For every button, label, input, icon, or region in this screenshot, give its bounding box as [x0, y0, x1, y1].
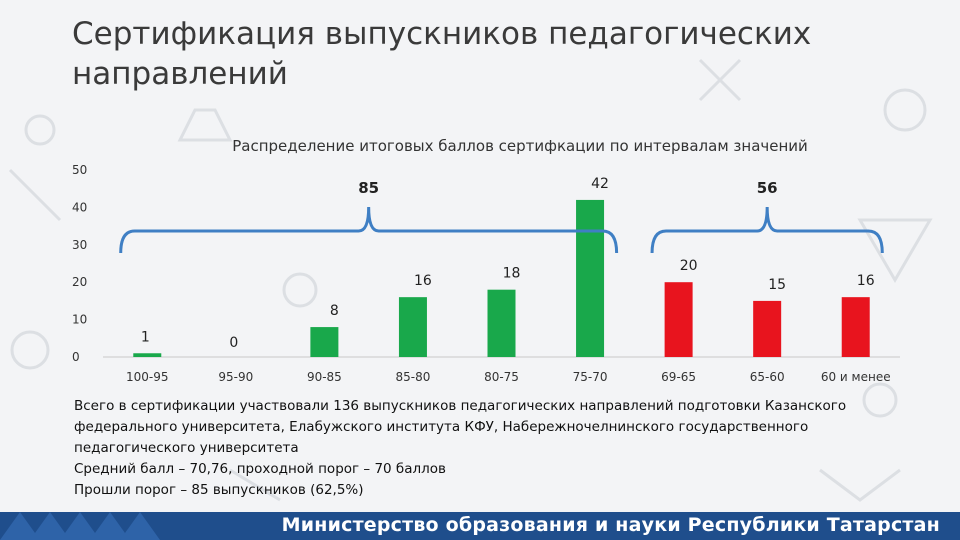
footer-bar: Министерство образования и науки Республ… [0, 512, 960, 540]
bar-chart: Распределение итоговых баллов сертифкаци… [72, 137, 900, 384]
notes-line-passed: Прошли порог – 85 выпускников (62,5%) [74, 482, 364, 498]
data-label: 1 [141, 329, 150, 345]
data-label: 18 [503, 266, 521, 282]
x-tick-label: 90-85 [307, 370, 342, 384]
bar [576, 199, 605, 357]
x-tick-label: 69-65 [661, 370, 696, 384]
y-tick-label: 20 [72, 275, 87, 289]
data-label: 20 [680, 258, 698, 274]
bar [133, 353, 162, 357]
chart-title: Распределение итоговых баллов сертифкаци… [232, 137, 808, 155]
x-tick-label: 65-60 [750, 370, 785, 384]
y-tick-label: 10 [72, 313, 87, 327]
notes-line-average: Средний балл – 70,76, проходной порог – … [74, 461, 446, 477]
x-tick-label: 95-90 [218, 370, 253, 384]
data-label: 0 [229, 335, 238, 351]
bar [487, 289, 516, 357]
bar [398, 297, 427, 357]
footer-pattern [0, 512, 160, 540]
bar [664, 282, 693, 357]
y-tick-label: 40 [72, 200, 87, 214]
footer-ministry-name: Министерство образования и науки Республ… [281, 514, 940, 536]
x-tick-label: 85-80 [396, 370, 431, 384]
x-tick-label: 60 и менее [821, 370, 891, 384]
x-tick-label: 100-95 [126, 370, 169, 384]
x-tick-label: 80-75 [484, 370, 519, 384]
data-label: 42 [591, 176, 609, 192]
data-label: 16 [857, 273, 875, 289]
bar [310, 327, 339, 357]
notes-line-participants: Всего в сертификации участвовали 136 вып… [74, 398, 847, 456]
bar [753, 300, 782, 357]
data-label: 15 [768, 277, 786, 293]
page-title: Сертификация выпускников педагогических … [72, 16, 812, 92]
bar [841, 297, 870, 357]
group-label: 56 [757, 179, 778, 197]
group-bracket [650, 206, 884, 254]
group-label: 85 [358, 179, 379, 197]
x-tick-label: 75-70 [573, 370, 608, 384]
y-tick-label: 0 [72, 350, 80, 364]
y-tick-label: 50 [72, 163, 87, 177]
y-tick-label: 30 [72, 238, 87, 252]
group-bracket [119, 206, 619, 254]
notes-block: Всего в сертификации участвовали 136 вып… [74, 396, 904, 501]
data-label: 8 [330, 303, 339, 319]
data-label: 16 [414, 273, 432, 289]
